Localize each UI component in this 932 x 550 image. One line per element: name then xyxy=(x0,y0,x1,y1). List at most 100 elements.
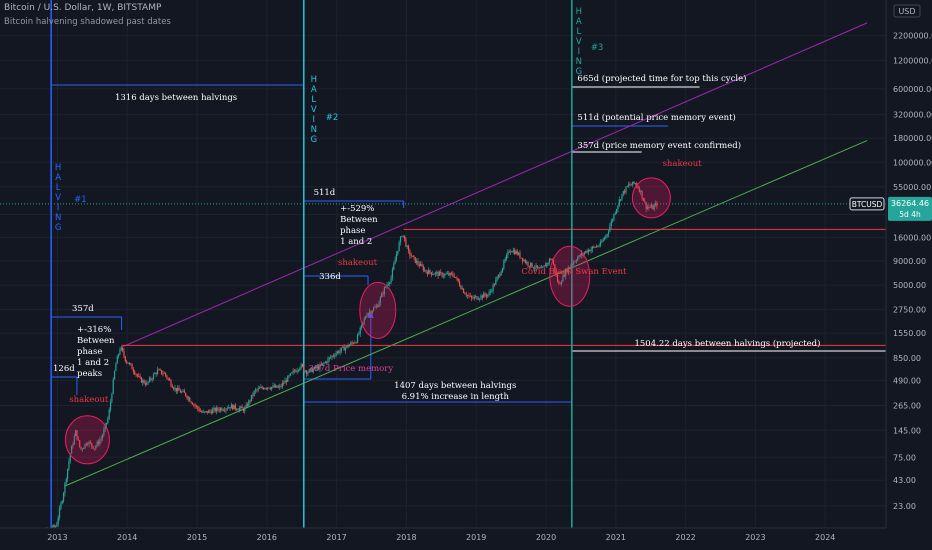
halving-letter: G xyxy=(576,67,583,77)
candle-body xyxy=(258,388,261,389)
candle-body xyxy=(260,387,262,389)
candle-body xyxy=(458,281,461,286)
candle-body xyxy=(225,408,227,411)
candle-body xyxy=(377,306,379,308)
candle-body xyxy=(206,411,208,414)
label-665d: 665d (projected time for top this cycle) xyxy=(577,73,746,84)
candle-body xyxy=(285,380,287,382)
candle-body xyxy=(403,235,406,239)
candle-body xyxy=(472,297,474,299)
candle-body xyxy=(112,379,114,394)
candle-body xyxy=(343,346,345,351)
candle-body xyxy=(315,366,317,369)
candle-body xyxy=(653,205,655,210)
covid-circle xyxy=(549,245,591,307)
candle-body xyxy=(644,200,646,203)
candle-body xyxy=(355,342,357,344)
candle-body xyxy=(242,408,245,412)
candle-body xyxy=(344,347,347,351)
candle-body xyxy=(131,364,133,370)
candle-body xyxy=(391,269,394,278)
symbol-badge xyxy=(849,197,885,211)
x-tick-label: 2016 xyxy=(257,533,277,542)
candle-body xyxy=(507,251,509,255)
candle-body xyxy=(116,356,118,364)
candle-body xyxy=(603,237,606,240)
candle-body xyxy=(347,345,349,347)
candle-body xyxy=(287,376,289,382)
candle-body xyxy=(253,390,255,396)
candle-body xyxy=(292,370,294,373)
candle-body xyxy=(89,441,92,444)
candle-body xyxy=(87,444,89,446)
halving-letter: H xyxy=(576,7,582,17)
x-tick-label: 2017 xyxy=(326,533,346,542)
candle-body xyxy=(273,385,275,388)
label-316-pct: Between xyxy=(77,336,115,346)
candle-body xyxy=(170,380,172,386)
candle-body xyxy=(100,438,102,441)
candle-body xyxy=(593,246,595,248)
candle-body xyxy=(103,429,105,436)
candle-body xyxy=(406,246,408,247)
candle-body xyxy=(460,285,462,289)
candle-body xyxy=(554,264,556,272)
y-tick-label: 16000.00 xyxy=(893,233,931,242)
x-tick-label: 2014 xyxy=(117,533,137,542)
candle-body xyxy=(544,265,547,267)
candle-body xyxy=(454,277,457,279)
shakeout-circle-1 xyxy=(64,415,110,465)
candle-body xyxy=(65,478,67,483)
halving-letter: G xyxy=(310,135,317,145)
candle-body xyxy=(268,387,270,389)
y-tick-label: 1550.00 xyxy=(893,329,926,338)
candle-body xyxy=(418,264,420,266)
candle-body xyxy=(322,363,324,365)
candle-body xyxy=(316,366,318,369)
candle-body xyxy=(363,318,365,323)
label-316-pct: 1 and 2 xyxy=(77,358,109,368)
candle-body xyxy=(203,411,206,413)
candle-body xyxy=(546,262,548,267)
candle-body xyxy=(104,424,106,430)
candle-body xyxy=(632,181,634,185)
candle-body xyxy=(492,284,494,292)
label-1316-days: 1316 days between halvings xyxy=(115,93,237,103)
candle-body xyxy=(633,181,635,184)
candle-body xyxy=(195,405,198,407)
candle-body xyxy=(277,386,279,388)
candle-body xyxy=(264,388,266,390)
candle-body xyxy=(393,264,395,270)
candle-body xyxy=(395,253,398,260)
candle-body xyxy=(194,404,196,406)
candle-body xyxy=(479,298,481,300)
candle-body xyxy=(244,407,246,412)
candle-body xyxy=(613,214,615,220)
candle-body xyxy=(220,408,222,411)
candle-body xyxy=(171,385,173,388)
halving-letter: I xyxy=(313,115,316,125)
candle-body xyxy=(629,184,631,186)
y-tick-label: 5000.00 xyxy=(893,281,926,290)
candle-body xyxy=(164,372,167,376)
candle-body xyxy=(371,310,373,313)
chart-title: Bitcoin / U.S. Dollar, 1W, BITSTAMP xyxy=(4,3,162,13)
y-tick-label: 9000.00 xyxy=(893,257,926,266)
halving-letter: N xyxy=(55,213,61,223)
candle-body xyxy=(218,409,220,411)
y-tick-label: 43.00 xyxy=(893,476,916,485)
halving-letter: A xyxy=(311,85,317,95)
candle-body xyxy=(567,267,569,273)
y-tick-label: 600000.00 xyxy=(893,85,932,94)
candle-body xyxy=(410,255,412,257)
candle-body xyxy=(319,364,321,369)
candle-body xyxy=(61,500,63,504)
candle-body xyxy=(416,260,418,263)
candle-body xyxy=(111,393,113,402)
candle-body xyxy=(457,278,459,282)
candle-body xyxy=(284,380,286,384)
candle-body xyxy=(305,370,308,374)
candle-body xyxy=(113,370,116,380)
candle-body xyxy=(569,267,571,269)
